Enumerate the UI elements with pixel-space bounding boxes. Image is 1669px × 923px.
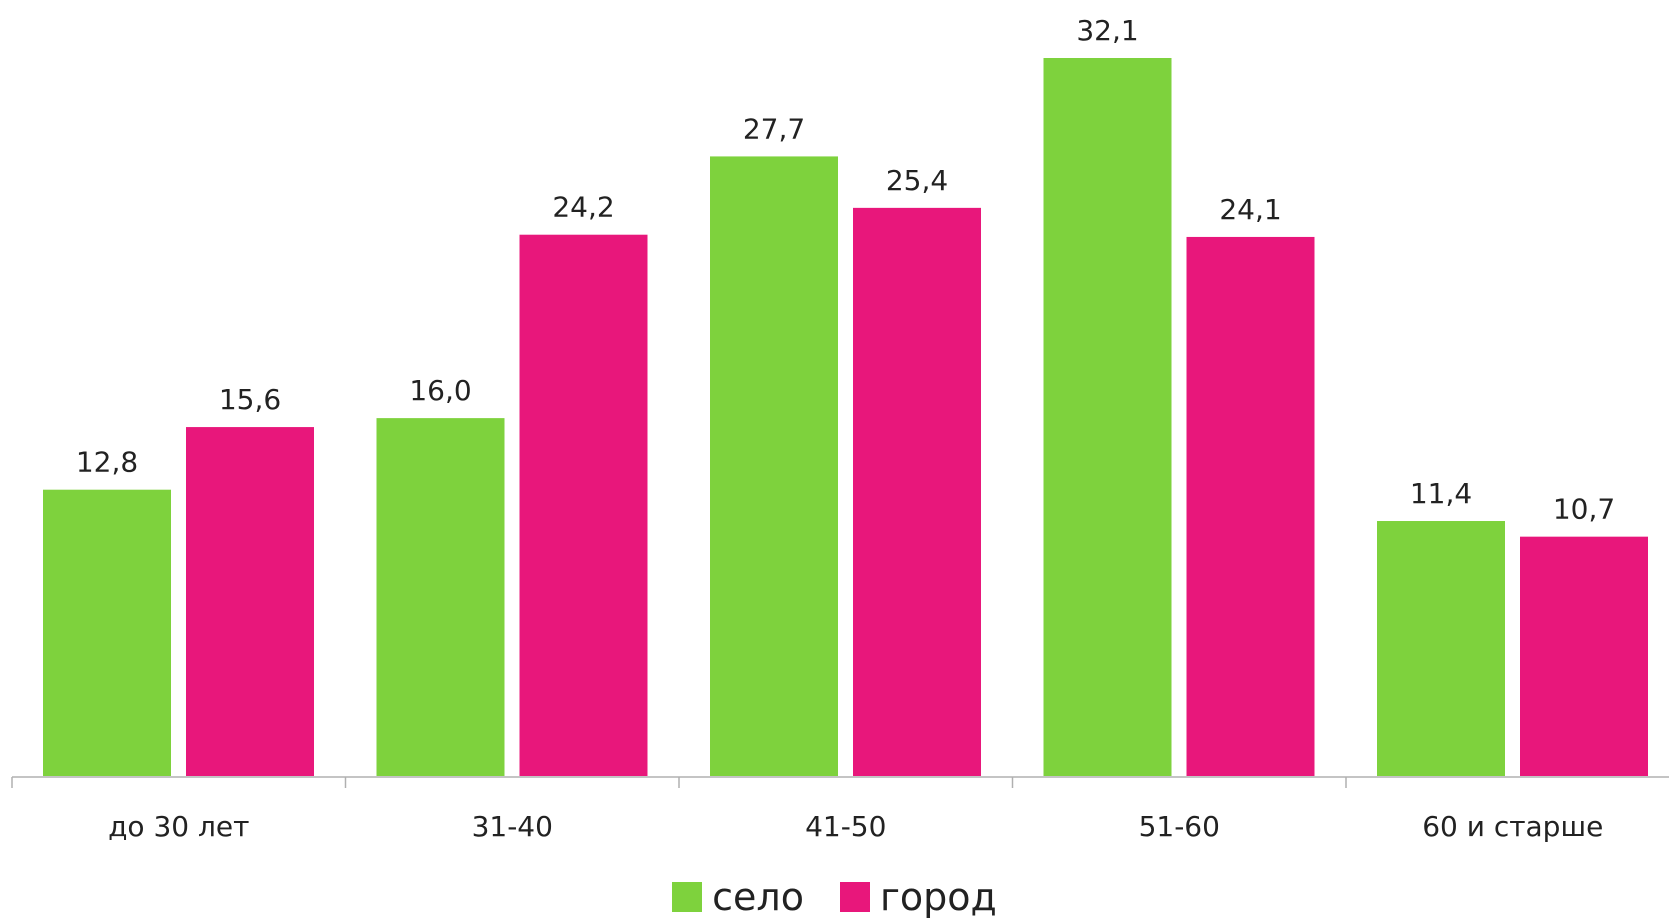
legend-swatch-gorod	[839, 882, 870, 912]
bar-selo-0	[43, 489, 171, 776]
value-label-gorod-0: 15,6	[219, 383, 281, 416]
value-label-gorod-4: 10,7	[1553, 493, 1615, 526]
bar-gorod-3	[1186, 236, 1315, 777]
bar-selo-3	[1043, 58, 1172, 776]
value-labels-group: 12,8 15,6 16,0 24,2 27,7 25,4 32,1 24,1 11,4 10,7	[76, 14, 1615, 526]
value-label-selo-4: 11,4	[1410, 477, 1472, 510]
value-label-selo-2: 27,7	[743, 112, 805, 145]
legend-label-gorod: город	[879, 875, 997, 919]
bar-selo-2	[710, 156, 838, 776]
legend: село город	[0, 878, 1669, 916]
bar-gorod-1	[519, 234, 648, 777]
category-label-4: 60 и старше	[1422, 810, 1603, 843]
category-label-1: 31-40	[472, 810, 553, 843]
bar-selo-1	[376, 418, 505, 776]
bar-gorod-4	[1520, 536, 1648, 776]
legend-item-selo: село	[672, 878, 804, 916]
legend-label-selo: село	[712, 875, 804, 919]
legend-swatch-selo	[672, 882, 703, 912]
value-label-gorod-2: 25,4	[886, 164, 948, 197]
bar-gorod-2	[853, 207, 981, 777]
value-label-selo-3: 32,1	[1076, 14, 1138, 47]
category-label-0: до 30 лет	[108, 810, 249, 843]
value-label-gorod-3: 24,1	[1219, 193, 1281, 226]
category-label-3: 51-60	[1139, 810, 1220, 843]
value-label-selo-1: 16,0	[409, 374, 471, 407]
bar-selo-4	[1377, 521, 1505, 776]
value-label-gorod-1: 24,2	[552, 191, 614, 224]
category-labels-group: до 30 лет 31-40 41-50 51-60 60 и старше	[108, 810, 1603, 843]
bar-gorod-0	[186, 427, 314, 776]
category-label-2: 41-50	[805, 810, 886, 843]
bars-group	[43, 58, 1648, 777]
x-axis-ticks	[11, 777, 1347, 788]
legend-item-gorod: город	[839, 875, 997, 919]
value-label-selo-0: 12,8	[76, 446, 138, 479]
